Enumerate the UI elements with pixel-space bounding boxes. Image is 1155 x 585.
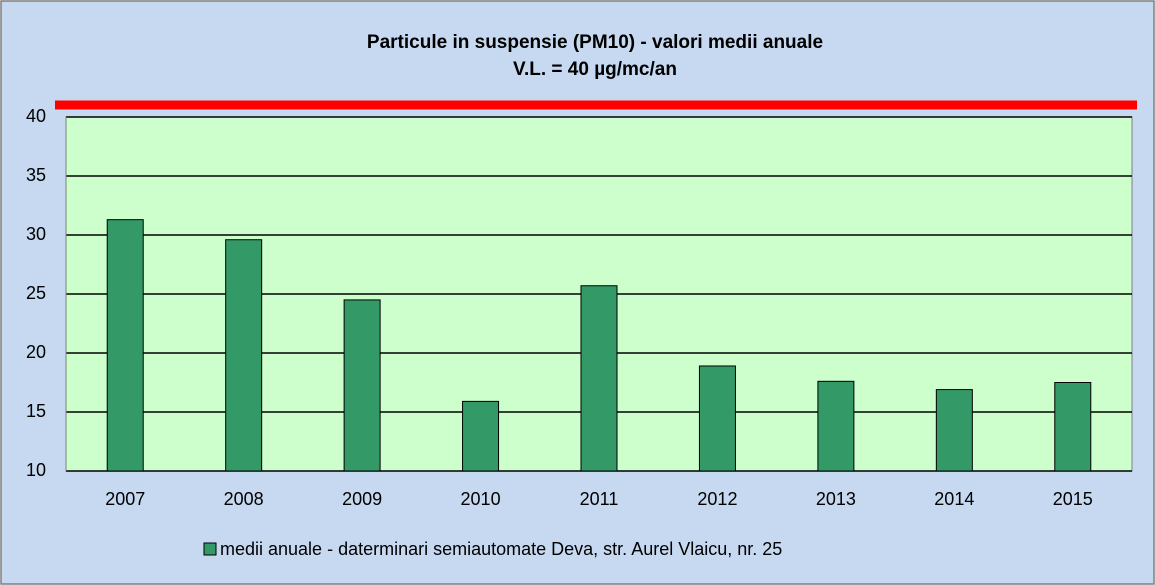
y-tick-label: 20 [26, 342, 46, 362]
chart-title: Particule in suspensie (PM10) - valori m… [367, 32, 823, 53]
chart-subtitle: V.L. = 40 µg/mc/an [513, 59, 677, 80]
y-tick-label: 10 [26, 460, 46, 480]
y-tick-label: 30 [26, 224, 46, 244]
bar [225, 239, 263, 472]
x-tick-label: 2015 [1053, 489, 1093, 509]
y-tick-label: 25 [26, 283, 46, 303]
bar [1054, 382, 1092, 472]
bar [106, 219, 144, 472]
x-tick-label: 2011 [580, 489, 619, 509]
x-tick-label: 2013 [816, 489, 856, 509]
x-tick-label: 2014 [934, 489, 974, 509]
y-tick-label: 35 [26, 165, 46, 185]
y-tick-label: 15 [26, 401, 46, 421]
bar [462, 400, 500, 472]
x-tick-label: 2007 [105, 489, 145, 509]
bar [817, 380, 855, 472]
x-tick-label: 2008 [224, 489, 264, 509]
bar [580, 285, 618, 472]
bar [698, 365, 736, 472]
x-tick-label: 2009 [342, 489, 382, 509]
y-tick-label: 40 [26, 106, 46, 126]
bar [935, 389, 973, 472]
x-tick-label: 2012 [697, 489, 737, 509]
legend-label: medii anuale - daterminari semiautomate … [220, 539, 782, 559]
bar [343, 299, 381, 472]
x-tick-label: 2010 [461, 489, 501, 509]
legend-swatch [203, 542, 217, 556]
